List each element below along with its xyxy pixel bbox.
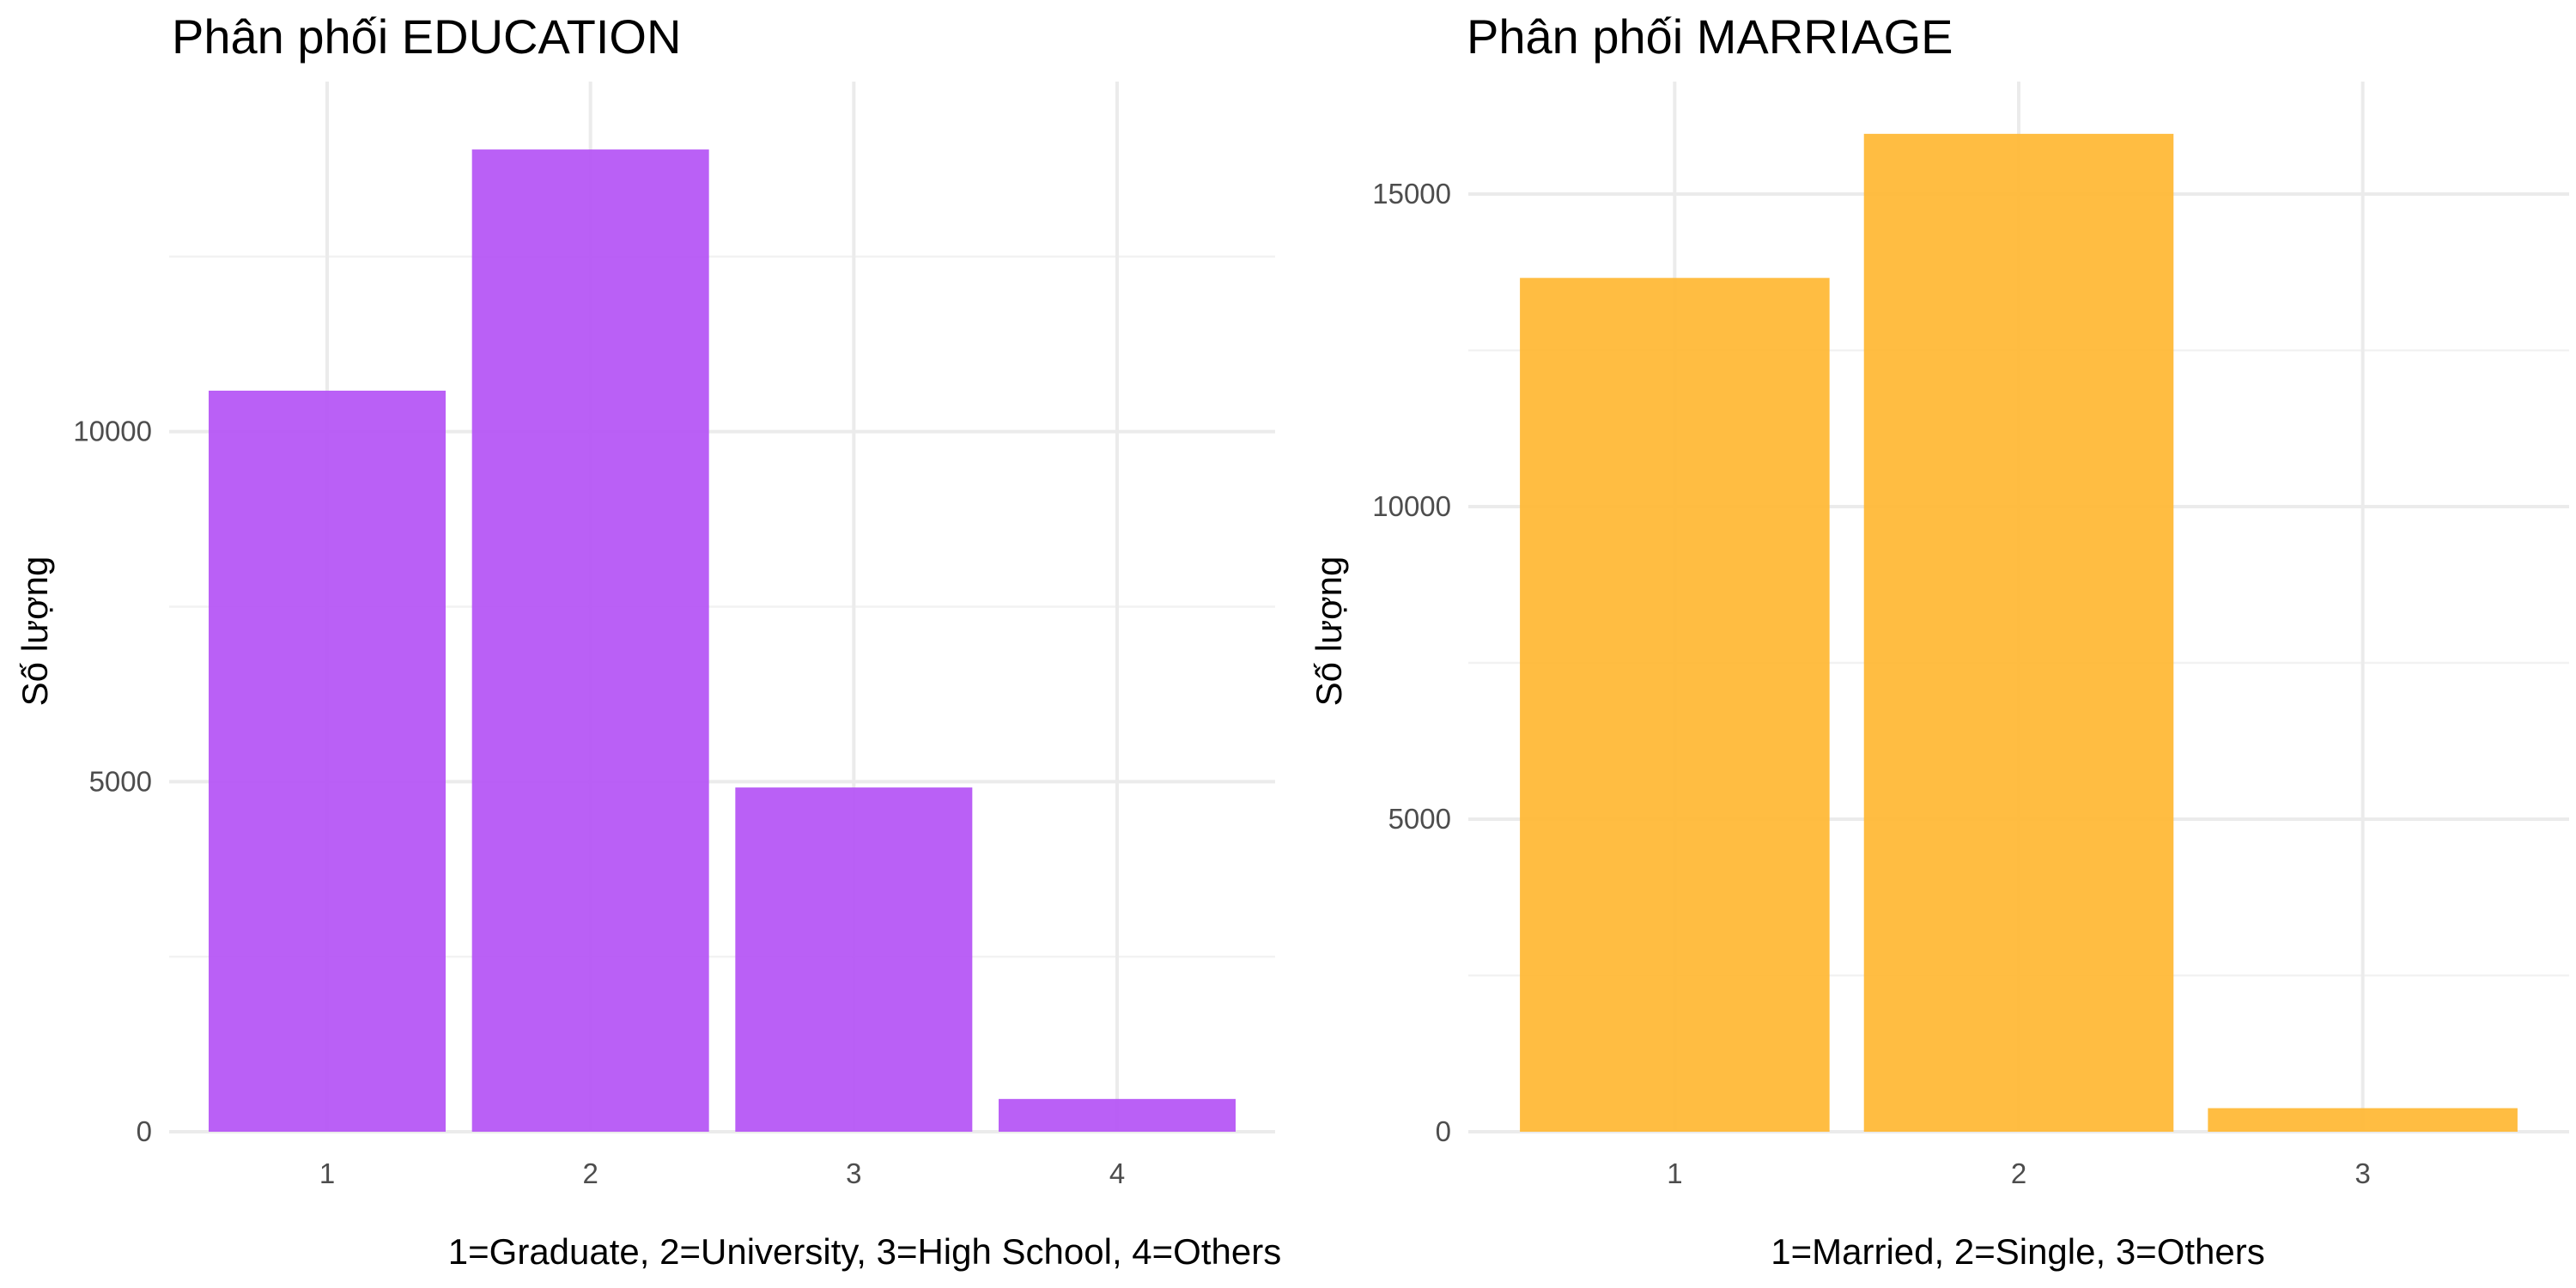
x-tick-label: 3 <box>2354 1157 2370 1189</box>
y-tick-label: 5000 <box>89 765 152 797</box>
y-tick-label: 5000 <box>1388 803 1451 835</box>
marriage-chart-title: Phân phối MARRIAGE <box>1467 9 1953 64</box>
education-bar-2 <box>471 149 709 1133</box>
y-tick-label: 0 <box>137 1115 152 1147</box>
x-tick-label: 4 <box>1109 1157 1125 1189</box>
y-tick-label: 10000 <box>1372 490 1451 522</box>
education-bar-3 <box>735 787 973 1132</box>
education-x-ticks: 1 2 3 4 <box>319 1157 1125 1189</box>
education-bar-4 <box>999 1098 1236 1132</box>
education-y-axis-title: Số lượng <box>15 556 55 707</box>
marriage-y-axis-title: Số lượng <box>1309 556 1349 707</box>
education-chart-panel: 0 5000 10000 1 2 3 4 Phân phối EDUCATION 1=Gr… <box>15 9 1281 1272</box>
x-tick-label: 2 <box>2011 1157 2026 1189</box>
education-x-axis-title: 1=Graduate, 2=University, 3=High School,… <box>448 1231 1281 1272</box>
marriage-chart-panel: 0 5000 10000 15000 1 2 3 Phân phối MARRIAGE 1… <box>1309 9 2569 1272</box>
education-chart-title: Phân phối EDUCATION <box>172 9 681 64</box>
x-tick-label: 2 <box>582 1157 598 1189</box>
y-tick-label: 15000 <box>1372 178 1451 210</box>
marriage-x-axis-title: 1=Married, 2=Single, 3=Others <box>1771 1231 2265 1272</box>
marriage-bar-2 <box>1863 133 2174 1133</box>
y-tick-label: 0 <box>1436 1115 1451 1147</box>
x-tick-label: 1 <box>1667 1157 1682 1189</box>
education-bar-1 <box>209 390 446 1132</box>
education-bars <box>209 149 1236 1133</box>
marriage-bar-3 <box>2208 1108 2518 1132</box>
education-y-ticks: 0 5000 10000 <box>73 416 152 1147</box>
marriage-y-ticks: 0 5000 10000 15000 <box>1372 178 1451 1147</box>
marriage-bar-1 <box>1520 277 1830 1132</box>
marriage-x-ticks: 1 2 3 <box>1667 1157 2371 1189</box>
x-tick-label: 1 <box>319 1157 335 1189</box>
x-tick-label: 3 <box>846 1157 861 1189</box>
y-tick-label: 10000 <box>73 416 152 447</box>
marriage-bars <box>1520 133 2518 1133</box>
